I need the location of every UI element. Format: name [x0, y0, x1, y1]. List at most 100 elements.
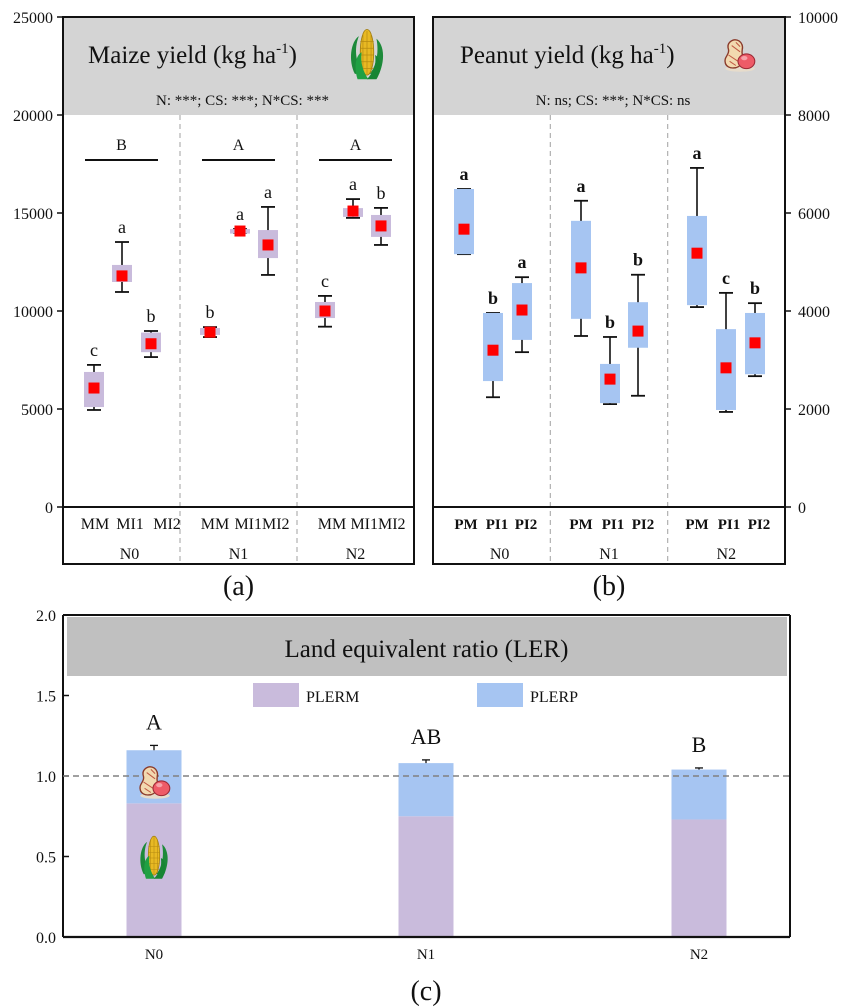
mean-marker [516, 304, 528, 316]
y-tick-label: 25000 [13, 10, 53, 27]
box-N0-PM: a [454, 164, 474, 256]
y-tick-label: 6000 [798, 206, 830, 223]
box-N0-MM: c [84, 340, 104, 411]
category-label: PI2 [748, 517, 771, 533]
legend-swatch [253, 683, 299, 707]
significance-letter: b [377, 183, 386, 203]
group-letter: A [233, 137, 245, 154]
category-label: MM [318, 516, 346, 533]
mean-marker [116, 270, 128, 282]
legend-swatch [477, 683, 523, 707]
panel-b-peanut-yield: Peanut yield (kg ha-1) N: ns; CS: ***; N*… [432, 10, 838, 602]
category-label: PI2 [632, 517, 655, 533]
mean-marker [720, 362, 732, 374]
mean-marker [319, 305, 331, 317]
category-label: MI1 [116, 516, 144, 533]
panel-label: (a) [223, 571, 254, 602]
title-close: ) [666, 42, 674, 69]
box-N2-PM: a [687, 143, 707, 308]
significance-letter: c [321, 271, 329, 291]
y-tick-label: 0.5 [36, 850, 56, 867]
y-tick-label: 2.0 [36, 608, 56, 625]
title-text: Maize yield (kg ha [88, 42, 276, 69]
title-text: Peanut yield (kg ha [460, 42, 654, 69]
x-tick-label: N2 [690, 947, 708, 963]
category-label: PM [454, 517, 477, 533]
y-tick-label: 0 [798, 500, 806, 517]
y-tick-label: 5000 [21, 402, 53, 419]
significance-letter: a [577, 176, 586, 196]
significance-letter: a [460, 164, 469, 184]
box-N0-MI1: a [112, 217, 132, 293]
panel-title: Maize yield (kg ha-1) [88, 41, 297, 69]
group-label: N1 [229, 546, 249, 563]
significance-stats: N: ***; CS: ***; N*CS: *** [156, 93, 329, 109]
mean-marker [204, 326, 216, 338]
significance-letter: c [722, 268, 730, 288]
box-N0-PI1: b [483, 288, 503, 399]
mean-marker [575, 262, 587, 274]
category-label: PM [569, 517, 592, 533]
title-close: ) [289, 42, 297, 69]
box-N2-MI2: b [371, 183, 391, 246]
significance-letter: b [750, 278, 760, 298]
significance-letter: c [90, 340, 98, 360]
y-tick-label: 20000 [13, 108, 53, 125]
significance-letter: a [264, 182, 272, 202]
bar-segment-plerp [398, 763, 454, 817]
category-label: PI1 [602, 517, 625, 533]
plot-frame [432, 16, 786, 565]
y-tick-label: 2000 [798, 402, 830, 419]
group-label: N1 [599, 546, 619, 563]
significance-letter: a [518, 252, 527, 272]
group-label: N2 [346, 546, 366, 563]
box-N2-PI2: b [745, 278, 765, 378]
mean-marker [487, 344, 499, 356]
box-N1-PI1: b [600, 312, 620, 406]
mean-marker [262, 239, 274, 251]
panel-title: Peanut yield (kg ha-1) [460, 41, 675, 69]
panel-title: Land equivalent ratio (LER) [285, 636, 569, 663]
mean-marker [604, 373, 616, 385]
bar-stack-N1: AB [398, 724, 454, 937]
significance-letter: A [146, 709, 162, 734]
panel-c-land-equivalent-ratio: Land equivalent ratio (LER) PLERM PLERP 0.0… [36, 608, 791, 1007]
legend-item-plerp: PLERP [477, 683, 578, 707]
header-band [67, 617, 787, 676]
bar-segment-plerp [671, 769, 727, 820]
panel-label: (c) [410, 976, 441, 1007]
y-tick-label: 1.5 [36, 689, 56, 706]
mean-marker [691, 247, 703, 259]
mean-marker [458, 223, 470, 235]
significance-letter: b [605, 312, 615, 332]
bar-stack-N0: A [126, 709, 182, 937]
mean-marker [375, 220, 387, 232]
significance-letter: b [206, 302, 215, 322]
legend-item-plerm: PLERM [253, 683, 359, 707]
significance-letter: a [118, 217, 126, 237]
legend-label: PLERM [306, 689, 359, 706]
group-label: N0 [120, 546, 140, 563]
title-superscript: -1 [654, 41, 667, 57]
panel-a-maize-yield: Maize yield (kg ha-1) N: ***; CS: ***; N*… [13, 10, 415, 602]
y-tick-label: 8000 [798, 108, 830, 125]
y-tick-label: 10000 [13, 304, 53, 321]
significance-letter: B [692, 732, 707, 757]
y-tick-label: 15000 [13, 206, 53, 223]
group-label: N0 [490, 546, 510, 563]
category-label: MM [81, 516, 109, 533]
header-band [434, 18, 784, 115]
group-letter: B [116, 137, 127, 154]
significance-stats: N: ns; CS: ***; N*CS: ns [536, 93, 691, 109]
bar-segment-plerm [398, 816, 454, 937]
significance-letter: a [349, 174, 357, 194]
y-tick-label: 10000 [798, 10, 838, 27]
box-N2-MI1: a [343, 174, 363, 219]
box-N1-MI2: a [258, 182, 278, 276]
box-N1-MM: b [200, 302, 220, 338]
significance-letter: b [488, 288, 498, 308]
plot-frame [62, 16, 415, 565]
category-label: MM [201, 516, 229, 533]
significance-letter: AB [411, 724, 442, 749]
